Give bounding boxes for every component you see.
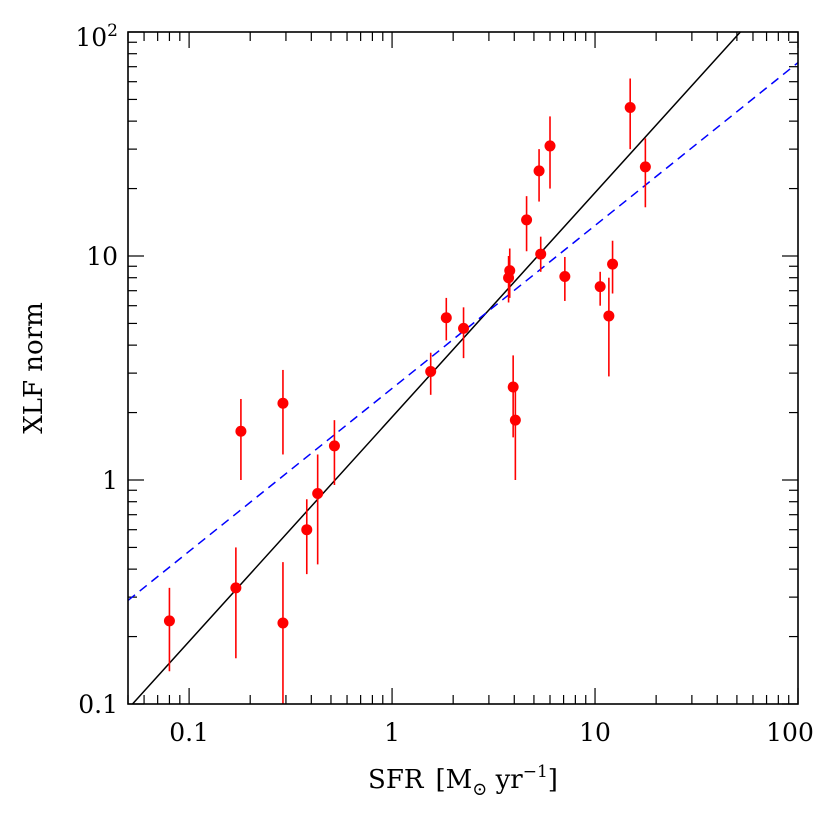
data-point <box>312 454 324 565</box>
y-tick-label: 1 <box>102 466 118 495</box>
point-marker <box>235 425 247 437</box>
point-marker <box>328 440 340 452</box>
point-marker <box>607 258 619 270</box>
plot-frame <box>127 31 799 705</box>
data-point <box>509 387 521 480</box>
data-point <box>603 277 615 377</box>
data-point <box>504 248 516 298</box>
point-marker <box>639 161 651 173</box>
y-tick-label: 0.1 <box>78 690 118 719</box>
point-marker <box>301 524 313 536</box>
x-tick-label: 100 <box>766 718 814 747</box>
data-points <box>163 78 651 704</box>
point-marker <box>544 140 556 152</box>
point-marker <box>594 281 606 293</box>
y-tick-label: 102 <box>75 21 118 52</box>
data-point <box>235 398 247 480</box>
tick-labels: 0.1 1 10 100 0.1 1 10 102 <box>75 21 814 747</box>
point-marker <box>230 582 242 594</box>
data-point <box>440 297 452 341</box>
data-point <box>533 149 545 202</box>
point-marker <box>504 265 516 277</box>
point-marker <box>163 615 175 627</box>
point-marker <box>535 248 547 260</box>
y-tick-label: 10 <box>86 242 118 271</box>
fit-lines <box>128 32 798 704</box>
x-axis-label: SFR [M⊙ yr−1] <box>368 762 558 800</box>
data-point <box>458 307 470 359</box>
data-point <box>503 256 515 303</box>
data-point <box>559 256 571 301</box>
point-marker <box>559 270 571 282</box>
data-point <box>328 420 340 485</box>
data-point <box>163 587 175 672</box>
point-marker <box>624 102 636 114</box>
axis-ticks <box>127 31 799 705</box>
point-marker <box>509 414 521 426</box>
data-point <box>425 352 437 395</box>
data-point <box>607 240 619 294</box>
data-point <box>521 196 533 252</box>
point-marker <box>425 366 437 378</box>
point-marker <box>440 312 452 324</box>
data-point <box>594 271 606 306</box>
x-tick-label: 10 <box>579 718 611 747</box>
data-point <box>624 78 636 150</box>
x-tick-label: 0.1 <box>169 718 209 747</box>
point-marker <box>277 617 289 629</box>
fit-dashed-line <box>128 62 798 602</box>
data-point <box>277 369 289 455</box>
data-point <box>535 236 547 272</box>
point-marker <box>277 397 289 409</box>
point-marker <box>458 322 470 334</box>
x-tick-label: 1 <box>384 718 400 747</box>
point-marker <box>521 214 533 226</box>
data-point <box>277 562 289 704</box>
data-point <box>230 547 242 659</box>
data-point <box>639 138 651 208</box>
point-marker <box>312 488 324 500</box>
point-marker <box>603 310 615 322</box>
y-axis-label: XLF norm <box>19 302 49 434</box>
point-marker <box>533 165 545 177</box>
data-point <box>544 116 556 189</box>
point-marker <box>507 381 519 393</box>
data-point <box>301 499 313 575</box>
